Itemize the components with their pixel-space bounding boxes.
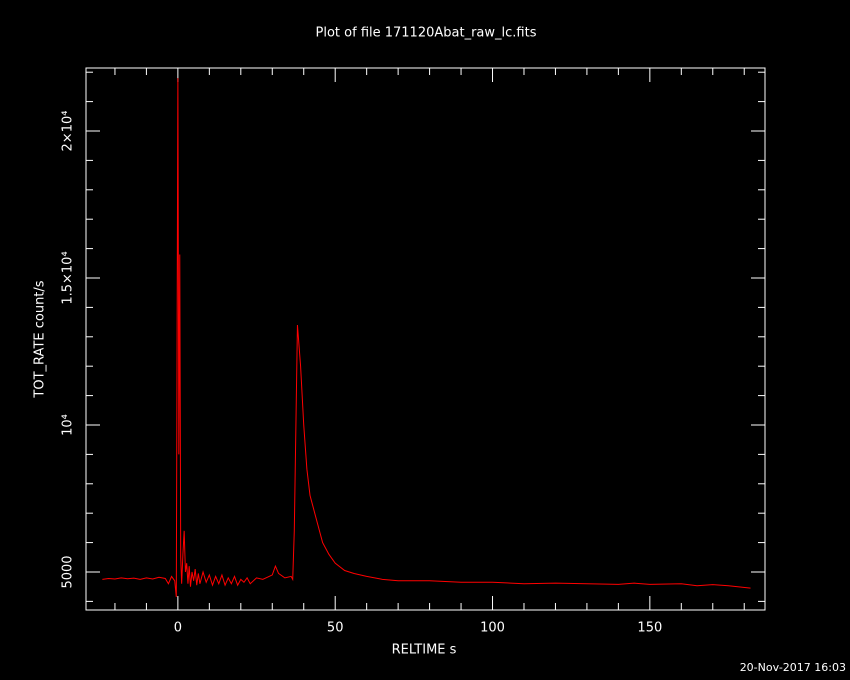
x-tick-label: 150 [637,621,662,636]
chart-title: Plot of file 171120Abat_raw_lc.fits [316,26,537,41]
y-axis-label: TOT_RATE count/s [33,280,48,398]
y-tick-label: 10⁴ [61,414,76,436]
x-tick-label: 50 [327,621,344,636]
data-line [102,78,751,598]
x-axis-label: RELTIME s [392,643,457,658]
x-tick-label: 100 [480,621,505,636]
x-tick-label: 0 [174,621,182,636]
y-tick-label: 5000 [61,555,76,588]
y-tick-label: 2×10⁴ [61,111,76,152]
plot-frame [85,67,766,611]
timestamp: 20-Nov-2017 16:03 [740,661,846,674]
y-tick-label: 1.5×10⁴ [61,251,76,304]
